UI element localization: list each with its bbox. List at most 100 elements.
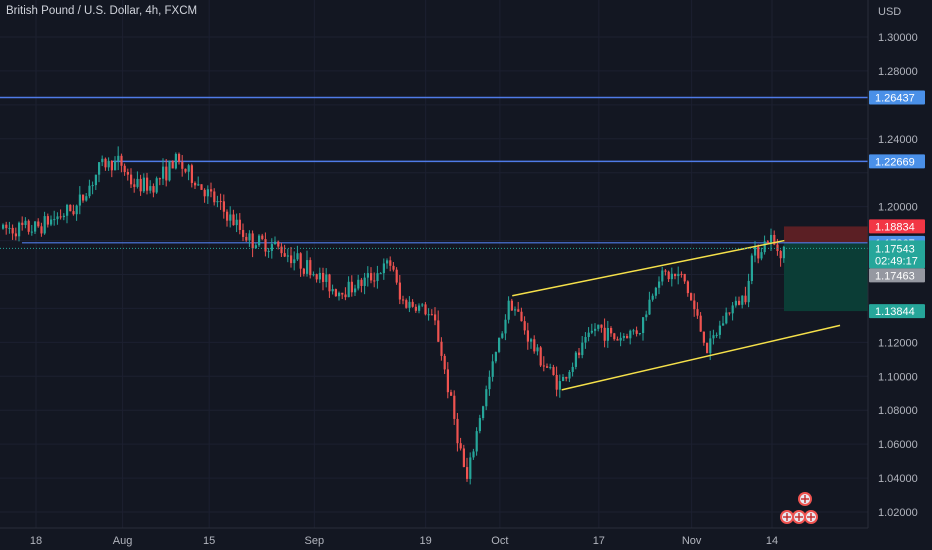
candle-body <box>139 178 142 192</box>
candle-body <box>440 341 443 356</box>
candle-body <box>782 246 785 259</box>
stop-loss-zone[interactable] <box>784 226 868 243</box>
candle-body <box>760 252 763 259</box>
candle-body <box>738 300 741 305</box>
candle-body <box>72 211 75 215</box>
price-tick-label: 1.10000 <box>878 371 918 383</box>
candle-body <box>558 381 561 390</box>
candle-body <box>366 273 369 278</box>
candle-body <box>373 280 376 282</box>
candle-body <box>469 457 472 479</box>
candle-body <box>293 259 296 264</box>
candle-body <box>69 204 72 212</box>
candle-body <box>750 255 753 281</box>
candle-body <box>734 300 737 306</box>
candle-body <box>286 255 289 257</box>
candle-body <box>219 201 222 203</box>
price-tick-label: 1.06000 <box>878 439 918 451</box>
candle-body <box>187 165 190 172</box>
price-tick-label: 1.30000 <box>878 32 918 44</box>
candle-body <box>578 352 581 356</box>
trend-channel <box>512 239 841 391</box>
candle-body <box>408 301 411 308</box>
candle-body <box>101 158 104 163</box>
candle-body <box>526 330 529 342</box>
candle-body <box>731 305 734 314</box>
candle-body <box>43 216 46 234</box>
candle-body <box>123 165 126 172</box>
candle-body <box>210 189 213 192</box>
candle-body <box>706 342 709 354</box>
price-tick-label: 1.04000 <box>878 473 918 485</box>
candle-body <box>168 160 171 181</box>
candle-body <box>152 186 155 193</box>
candle-body <box>126 171 129 175</box>
candle-body <box>338 292 341 297</box>
candle-body <box>306 260 309 274</box>
candle-body <box>718 325 721 335</box>
candle-body <box>494 351 497 362</box>
candle-body <box>754 246 757 256</box>
candle-body <box>600 324 603 328</box>
candle-body <box>773 234 776 245</box>
candle-body <box>488 376 491 390</box>
candle-body <box>693 300 696 310</box>
candle-body <box>200 184 203 190</box>
candle-body <box>382 263 385 274</box>
candle-body <box>334 289 337 297</box>
price-tick-label: 1.24000 <box>878 134 918 146</box>
candle-body <box>501 333 504 338</box>
candle-body <box>744 295 747 303</box>
candle-body <box>370 273 373 281</box>
candle-body <box>245 236 248 241</box>
take-profit-zone[interactable] <box>784 242 868 312</box>
candle-body <box>725 312 728 324</box>
candle-body <box>110 160 113 171</box>
candle-body <box>24 220 27 226</box>
position-zones <box>784 226 868 312</box>
tag-take-profit: 1.13844 <box>875 306 915 318</box>
economic-events[interactable] <box>780 492 818 524</box>
candle-body <box>312 274 315 276</box>
candle-body <box>254 245 257 249</box>
price-tick-label: 1.08000 <box>878 405 918 417</box>
tag-resistance-high: 1.26437 <box>875 92 915 104</box>
time-tick-label: Oct <box>491 535 508 547</box>
candle-body <box>648 299 651 315</box>
time-tick-label: 19 <box>420 535 432 547</box>
candle-body <box>664 270 667 272</box>
candle-body <box>485 389 488 407</box>
candle-body <box>459 443 462 449</box>
candle-body <box>120 155 123 166</box>
time-tick-label: Aug <box>113 535 133 547</box>
candle-body <box>270 244 273 251</box>
candle-body <box>424 304 427 315</box>
candle-body <box>402 299 405 301</box>
candle-body <box>347 281 350 298</box>
candle-body <box>238 219 241 230</box>
candle-body <box>482 406 485 419</box>
candle-body <box>53 219 56 221</box>
candle-body <box>546 366 549 368</box>
candle-body <box>549 367 552 369</box>
time-scale[interactable] <box>0 528 932 550</box>
candle-body <box>37 221 40 227</box>
candle-body <box>5 224 8 229</box>
candle-body <box>443 355 446 370</box>
candle-body <box>523 321 526 331</box>
candle-body <box>619 337 622 341</box>
price-tick-label: 1.12000 <box>878 337 918 349</box>
candle-body <box>594 328 597 331</box>
candle-body <box>222 201 225 212</box>
candle-body <box>613 333 616 340</box>
candle-body <box>165 166 168 181</box>
candle-body <box>392 265 395 270</box>
candle-body <box>411 301 414 307</box>
candle-body <box>98 162 101 175</box>
time-tick-label: 15 <box>203 535 215 547</box>
candle-body <box>421 304 424 306</box>
time-tick-label: Sep <box>305 535 325 547</box>
candle-body <box>203 189 206 197</box>
candle-body <box>674 273 677 277</box>
